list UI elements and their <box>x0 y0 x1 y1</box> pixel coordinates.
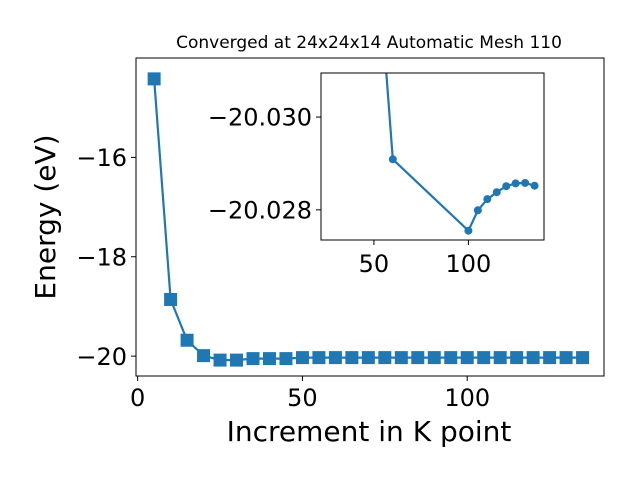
main-x-ticks: 0 50 100 <box>130 376 490 412</box>
data-point <box>473 206 482 215</box>
data-point <box>511 179 520 188</box>
data-point <box>388 155 397 164</box>
y-tick-label: −16 <box>76 144 127 172</box>
data-point <box>361 351 375 365</box>
x-tick-label: 0 <box>130 384 145 412</box>
data-point <box>411 351 425 365</box>
data-point <box>345 351 359 365</box>
data-point <box>147 72 161 86</box>
x-axis-label: Increment in K point <box>227 415 512 448</box>
data-point <box>312 351 326 365</box>
data-point <box>164 292 178 306</box>
inset-y-ticks: −20.030 −20.028 <box>208 104 321 224</box>
data-point <box>521 178 530 187</box>
data-point <box>493 351 507 365</box>
chart-title: Converged at 24x24x14 Automatic Mesh 110 <box>176 33 562 53</box>
x-tick-label: 100 <box>444 384 490 412</box>
data-point <box>213 353 227 367</box>
x-tick-label: 50 <box>359 250 390 278</box>
data-point <box>262 352 276 366</box>
data-point <box>464 226 473 235</box>
main-series <box>147 72 590 367</box>
data-point <box>510 351 524 365</box>
data-point <box>444 351 458 365</box>
inset-x-ticks: 50 100 <box>359 240 492 278</box>
x-tick-label: 50 <box>287 384 318 412</box>
y-tick-label: −20 <box>76 343 127 371</box>
main-plot-frame <box>135 57 605 377</box>
data-point <box>559 351 573 365</box>
inset-series <box>385 73 539 235</box>
data-point <box>328 351 342 365</box>
data-point <box>543 351 557 365</box>
x-tick-label: 100 <box>446 250 492 278</box>
data-point <box>279 352 293 366</box>
data-point <box>526 351 540 365</box>
inset-background <box>321 73 544 240</box>
data-point <box>246 352 260 366</box>
y-tick-label: −20.030 <box>208 104 312 132</box>
data-point <box>180 333 194 347</box>
data-point <box>295 351 309 365</box>
inset-plot-frame <box>320 72 545 241</box>
data-point <box>427 351 441 365</box>
data-point <box>492 188 501 197</box>
series-line <box>385 73 535 232</box>
data-point <box>394 351 408 365</box>
main-y-ticks: −16 −18 −20 <box>76 144 136 371</box>
data-point <box>483 195 492 204</box>
data-point <box>576 351 590 365</box>
y-tick-label: −20.028 <box>208 196 312 224</box>
y-axis-label: Energy (eV) <box>29 134 62 299</box>
data-point <box>197 349 211 363</box>
data-point <box>502 182 511 191</box>
data-point <box>477 351 491 365</box>
data-point <box>530 181 539 190</box>
data-point <box>230 353 244 367</box>
y-tick-label: −18 <box>76 243 127 271</box>
data-point <box>378 351 392 365</box>
data-point <box>460 351 474 365</box>
